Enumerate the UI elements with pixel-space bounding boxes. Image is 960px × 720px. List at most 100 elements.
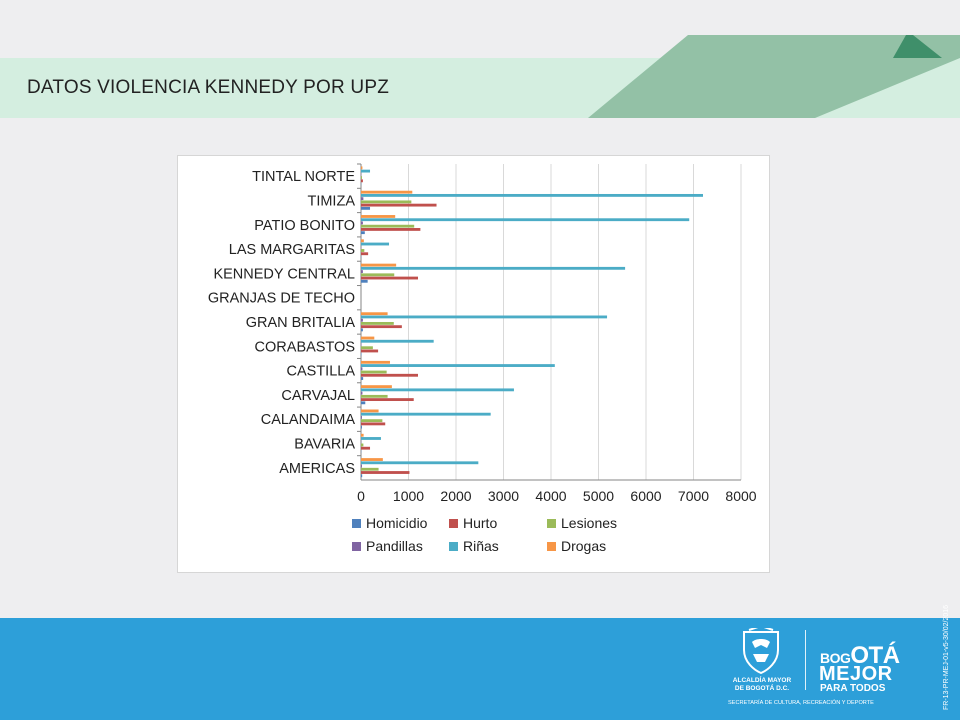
bar-hurto (361, 398, 414, 402)
bar-lesiones (361, 394, 388, 398)
category-label: PATIO BONITO (254, 218, 355, 234)
alcaldia-line-2: DE BOGOTÁ D.C. (734, 685, 790, 692)
bar-lesiones (361, 370, 387, 374)
footer-band (0, 618, 960, 720)
bar-hurto (361, 325, 402, 329)
category-label: GRANJAS DE TECHO (208, 291, 355, 307)
bar-homicidio (361, 328, 363, 332)
bar-pandillas (361, 270, 363, 273)
legend-swatch (352, 542, 361, 551)
category-label: CASTILLA (287, 364, 356, 380)
x-tick-label: 8000 (725, 488, 756, 504)
bar-riñas (361, 169, 371, 173)
bar-hurto (361, 179, 363, 183)
bar-hurto (361, 471, 410, 474)
secretaria-label: SECRETARÍA DE CULTURA, RECREACIÓN Y DEPO… (728, 700, 874, 706)
brand-bog-part-a: BOG (820, 650, 851, 666)
bar-drogas (361, 433, 364, 437)
bar-riñas (361, 242, 390, 246)
header-slant-tab (893, 35, 942, 58)
header-decoration (0, 35, 960, 118)
bar-lesiones (361, 224, 415, 228)
bar-homicidio (361, 401, 366, 405)
category-label: BAVARIA (294, 437, 355, 453)
bar-hurto (361, 228, 421, 231)
bar-hurto (361, 276, 418, 280)
legend-swatch (449, 542, 458, 551)
bar-lesiones (361, 176, 362, 179)
category-label: CALANDAIMA (261, 412, 356, 428)
bar-drogas (361, 215, 396, 218)
legend-swatch (547, 542, 556, 551)
bar-homicidio (361, 206, 371, 210)
x-tick-label: 7000 (678, 488, 709, 504)
bar-riñas (361, 266, 626, 270)
bar-hurto (361, 349, 379, 353)
category-label: CARVAJAL (281, 388, 355, 404)
bar-homicidio (361, 474, 363, 478)
legend-label: Pandillas (366, 538, 423, 554)
category-label: GRAN BRITALIA (246, 315, 356, 331)
bar-riñas (361, 388, 514, 392)
bar-drogas (361, 263, 397, 267)
bar-riñas (361, 437, 381, 440)
bar-pandillas (361, 318, 363, 322)
bar-riñas (361, 364, 555, 367)
bar-pandillas (361, 197, 364, 201)
page-title: DATOS VIOLENCIA KENNEDY POR UPZ (27, 77, 390, 98)
bar-lesiones (361, 322, 394, 325)
bar-riñas (361, 218, 690, 222)
legend-swatch (449, 519, 458, 528)
bar-drogas (361, 458, 383, 461)
bar-lesiones (361, 419, 383, 423)
bar-lesiones (361, 346, 373, 350)
x-tick-label: 1000 (393, 488, 424, 504)
bar-riñas (361, 461, 479, 465)
category-label: TINTAL NORTE (252, 169, 355, 185)
bar-chart: 0 1000 2000 3000 4000 5000 6000 7000 8000 AMERICA… (208, 163, 757, 554)
bar-hurto (361, 446, 371, 450)
brand-bog: BOGOTÁ (820, 642, 900, 670)
brand-para-todos: PARA TODOS (820, 683, 886, 694)
category-label: KENNEDY CENTRAL (213, 266, 355, 282)
footer-divider (805, 630, 806, 690)
bar-drogas (361, 360, 390, 364)
legend-label: Lesiones (561, 515, 617, 531)
category-label: LAS MARGARITAS (229, 242, 355, 258)
bar-lesiones (361, 467, 379, 471)
header-slant-shape (588, 35, 960, 118)
x-tick-label: 5000 (583, 488, 614, 504)
bar-pandillas (361, 464, 362, 468)
bar-drogas (361, 336, 375, 340)
bar-lesiones (361, 273, 395, 277)
bar-homicidio (361, 425, 362, 429)
x-tick-label: 4000 (535, 488, 566, 504)
bar-hurto (361, 203, 437, 207)
bar-pandillas (361, 221, 363, 225)
bar-hurto (361, 373, 418, 377)
document-code: FR-13-PR-MEJ-01-v5-30/02/2016 (943, 604, 950, 710)
legend-label: Hurto (463, 515, 497, 531)
bar-hurto (361, 252, 369, 256)
bar-drogas (361, 239, 364, 243)
bar-pandillas (361, 415, 362, 419)
category-label: TIMIZA (307, 193, 355, 209)
brand-bog-part-b: OTÁ (850, 642, 900, 669)
bar-drogas (361, 385, 392, 389)
bar-homicidio (361, 377, 364, 380)
legend-swatch (352, 519, 361, 528)
bar-lesiones (361, 200, 412, 204)
legend-label: Homicidio (366, 515, 428, 531)
legend-label: Drogas (561, 538, 606, 554)
x-tick-label: 6000 (630, 488, 661, 504)
legend-swatch (547, 519, 556, 528)
bar-riñas (361, 193, 703, 197)
bar-homicidio (361, 279, 368, 283)
chart-panel: 0 1000 2000 3000 4000 5000 6000 7000 8000 AMERICA… (177, 155, 770, 573)
bar-drogas (361, 190, 413, 194)
bogota-coat-of-arms-icon (743, 628, 779, 674)
x-tick-label: 0 (357, 488, 365, 504)
bar-hurto (361, 422, 386, 426)
bar-lesiones (361, 443, 364, 447)
bar-riñas (361, 339, 434, 343)
